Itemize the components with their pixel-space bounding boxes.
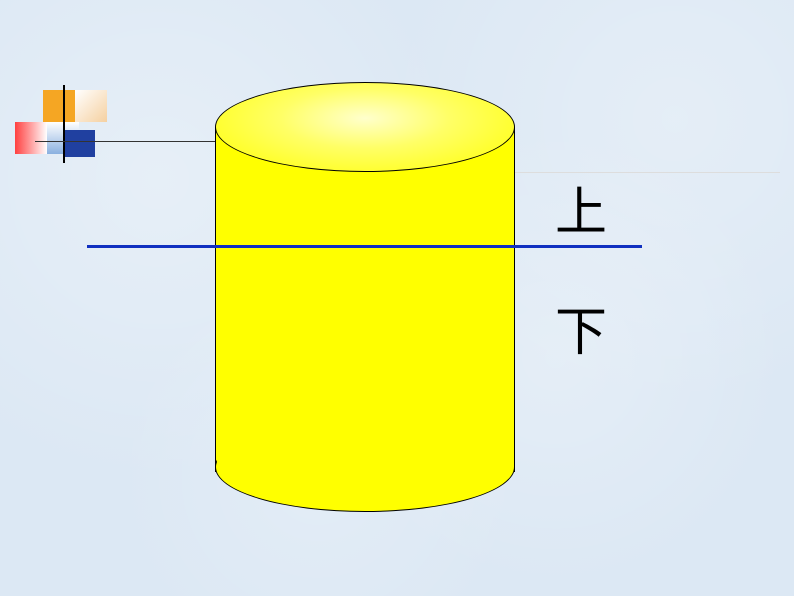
deco-square-blue xyxy=(63,130,95,157)
cylinder-body xyxy=(215,127,515,472)
corner-decoration xyxy=(15,85,195,175)
cylinder xyxy=(215,82,515,512)
cylinder-top-ellipse xyxy=(215,82,515,172)
label-lower: 下 xyxy=(555,290,607,365)
cylinder-bottom-mask xyxy=(217,422,514,467)
deco-square-red xyxy=(15,122,47,154)
connector-line-left xyxy=(35,141,230,142)
label-upper: 上 xyxy=(555,170,607,245)
deco-square-orange xyxy=(43,90,75,122)
divider-line xyxy=(87,245,642,248)
deco-square-cream xyxy=(75,90,107,122)
deco-vertical-line xyxy=(63,85,65,163)
